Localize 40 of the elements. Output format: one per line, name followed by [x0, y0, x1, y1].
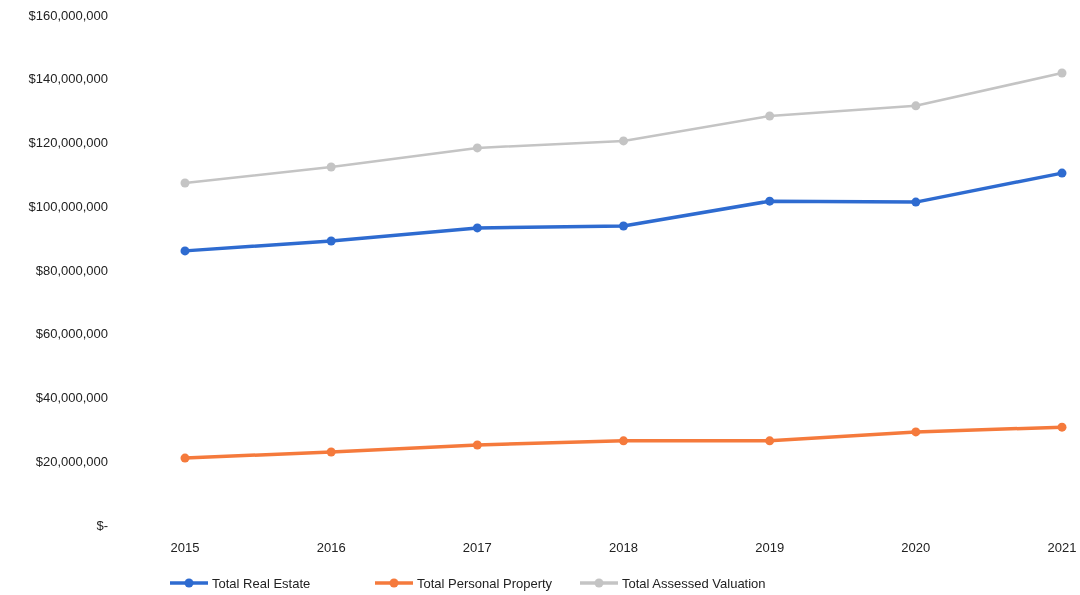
point: [180, 453, 190, 463]
point: [326, 447, 336, 457]
x-tick-label: 2021: [1047, 540, 1077, 555]
y-tick-label: $80,000,000: [35, 262, 108, 278]
point: [326, 162, 336, 172]
legend-label: Total Assessed Valuation: [622, 575, 766, 591]
legend-label: Total Personal Property: [417, 575, 553, 591]
point: [911, 427, 921, 437]
point: [619, 436, 628, 446]
x-tick-label: 2020: [901, 540, 931, 555]
x-tick-label: 2018: [609, 540, 638, 555]
y-tick-label: $-: [96, 517, 108, 533]
y-tick-label: $100,000,000: [28, 198, 108, 214]
x-tick-label: 2016: [316, 540, 346, 555]
point: [326, 236, 336, 246]
point: [619, 221, 628, 231]
point: [472, 223, 482, 233]
y-tick-label: $140,000,000: [28, 71, 108, 87]
point: [1057, 168, 1067, 178]
point: [765, 196, 775, 206]
point: [472, 440, 482, 450]
point: [765, 111, 775, 121]
x-tick-label: 2017: [462, 540, 492, 555]
point: [180, 246, 190, 256]
y-tick-label: $60,000,000: [35, 326, 108, 342]
x-tick-label: 2015: [170, 540, 200, 555]
point: [911, 197, 921, 207]
legend-label: Total Real Estate: [212, 575, 311, 591]
y-tick-label: $20,000,000: [35, 453, 108, 469]
y-tick-label: $120,000,000: [28, 135, 108, 151]
point: [911, 101, 921, 111]
y-tick-label: $40,000,000: [35, 390, 108, 406]
point: [1057, 68, 1067, 78]
point: [619, 136, 628, 146]
y-tick-label: $160,000,000: [28, 7, 108, 23]
point: [1057, 422, 1067, 432]
x-tick-label: 2019: [755, 540, 785, 555]
point: [472, 143, 482, 153]
point: [180, 178, 190, 188]
point: [765, 436, 775, 446]
